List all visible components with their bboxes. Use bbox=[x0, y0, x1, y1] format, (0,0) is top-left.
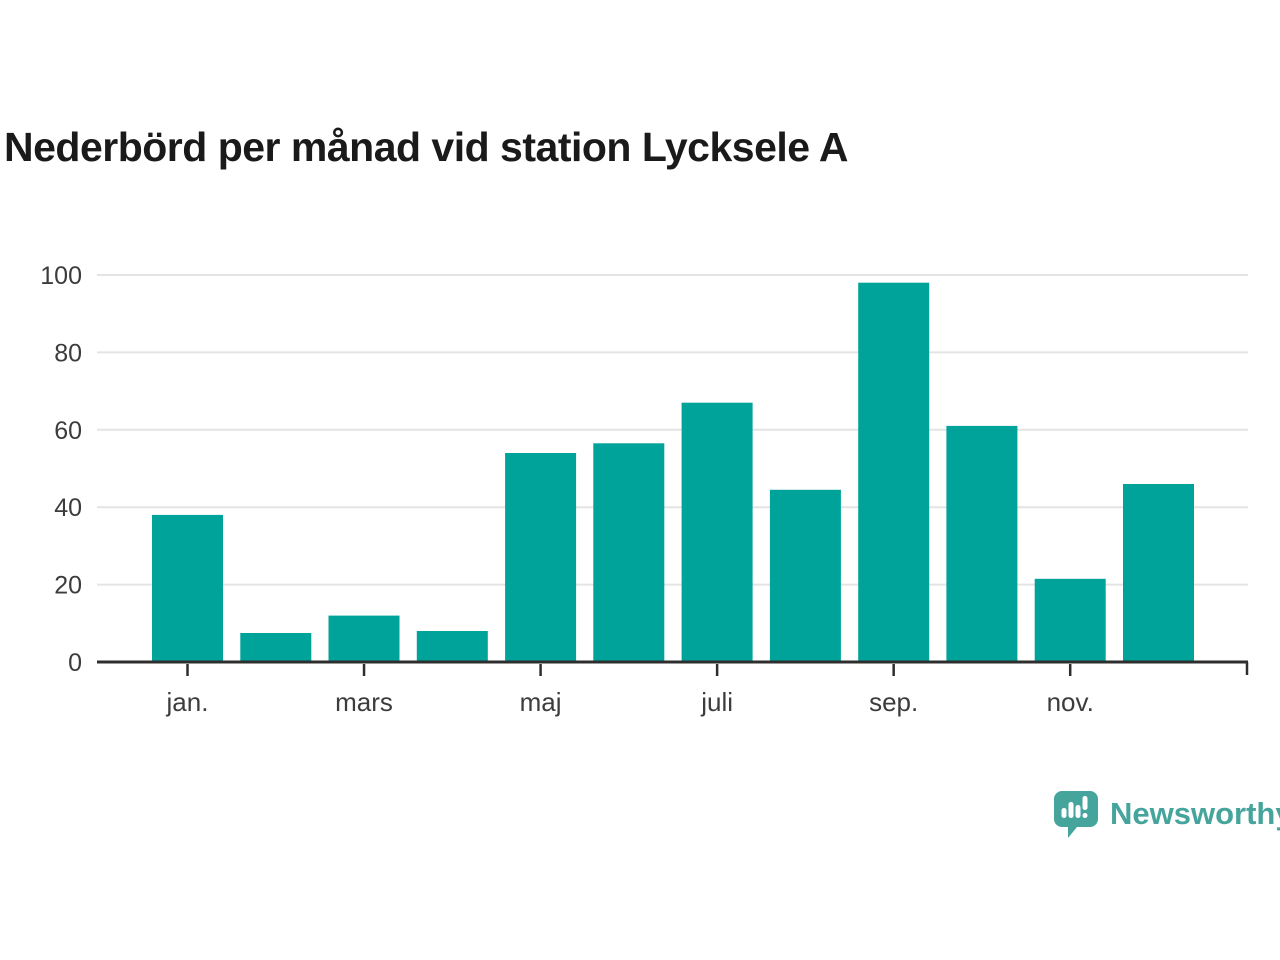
x-tick-label-jan: jan. bbox=[166, 687, 209, 717]
y-tick-label-20: 20 bbox=[54, 572, 82, 600]
logo-bar-3 bbox=[1075, 805, 1081, 818]
bar-feb bbox=[240, 633, 312, 662]
brand-footer: Newsworthy bbox=[1053, 790, 1280, 840]
brand-name: Newsworthy bbox=[1110, 796, 1280, 831]
y-tick-label-60: 60 bbox=[54, 417, 82, 445]
bar-juli bbox=[681, 402, 753, 662]
y-tick-label-40: 40 bbox=[54, 494, 82, 522]
bar-apr bbox=[416, 631, 488, 662]
x-tick-label-sep: sep. bbox=[869, 687, 918, 717]
bar-dec bbox=[1123, 484, 1194, 662]
bar-maj bbox=[505, 453, 577, 662]
newsworthy-logo-icon bbox=[1054, 791, 1098, 838]
x-tick-label-juli: juli bbox=[700, 687, 733, 717]
bar-okt bbox=[946, 425, 1018, 662]
bar-nov bbox=[1034, 578, 1106, 662]
logo-bar-1 bbox=[1061, 808, 1067, 818]
bar-jan bbox=[152, 514, 223, 662]
bar-chart-svg: jan. mars maj juli sep. nov. 0 20 40 60 80 100 bbox=[40, 262, 1249, 717]
logo-bar-2 bbox=[1068, 802, 1074, 818]
bar-chart: jan. mars maj juli sep. nov. 0 20 40 60 80 100 bbox=[0, 230, 1280, 730]
y-tick-label-80: 80 bbox=[54, 339, 82, 367]
bar-juni bbox=[593, 443, 665, 662]
x-tick-label-maj: maj bbox=[520, 687, 562, 717]
chart-title: Nederbörd per månad vid station Lycksele… bbox=[4, 124, 849, 170]
bar-aug bbox=[769, 489, 841, 662]
x-tick-label-nov: nov. bbox=[1047, 687, 1094, 717]
logo-exclamation-bar bbox=[1082, 796, 1088, 810]
y-tick-label-0: 0 bbox=[68, 649, 82, 677]
logo-exclamation-dot bbox=[1082, 813, 1088, 818]
y-tick-label-100: 100 bbox=[40, 262, 82, 290]
bar-sep bbox=[858, 282, 930, 662]
bar-mars bbox=[328, 615, 400, 662]
x-tick-label-mars: mars bbox=[335, 687, 393, 717]
